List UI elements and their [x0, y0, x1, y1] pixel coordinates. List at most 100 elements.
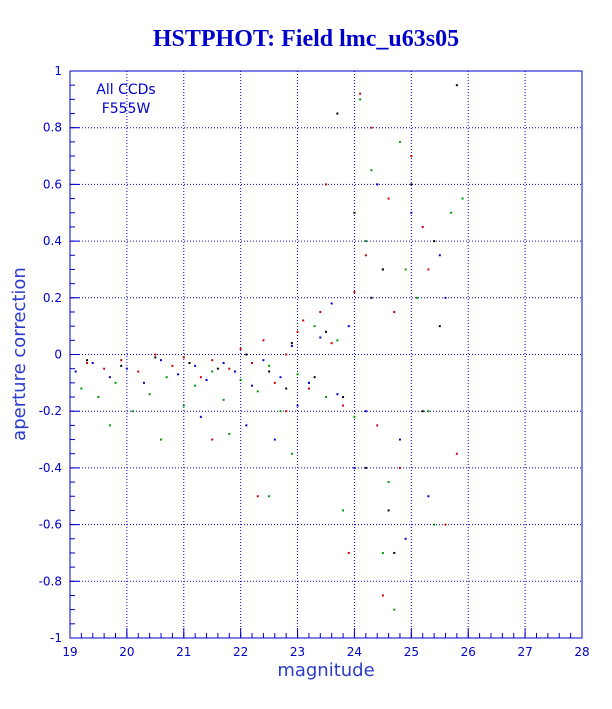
data-point — [313, 325, 316, 328]
data-point — [148, 393, 151, 396]
data-point — [370, 126, 373, 129]
data-point — [307, 381, 310, 384]
data-point — [251, 384, 254, 387]
data-point — [103, 367, 106, 370]
data-point — [222, 398, 225, 401]
x-tick-label: 27 — [517, 645, 532, 659]
data-point — [137, 370, 140, 373]
data-point — [353, 466, 356, 469]
data-point — [86, 362, 89, 365]
data-point — [364, 240, 367, 243]
data-point — [228, 367, 231, 370]
data-point — [359, 98, 362, 101]
data-point — [279, 376, 282, 379]
data-point — [410, 155, 413, 158]
data-point — [319, 310, 322, 313]
data-point — [160, 359, 163, 362]
x-tick-label: 22 — [233, 645, 248, 659]
data-point — [91, 362, 94, 365]
data-point — [273, 438, 276, 441]
data-point — [114, 381, 117, 384]
data-point — [285, 353, 288, 356]
data-point — [273, 381, 276, 384]
data-point — [381, 551, 384, 554]
x-tick-label: 25 — [404, 645, 419, 659]
data-point — [296, 330, 299, 333]
data-point — [359, 92, 362, 95]
data-point — [239, 347, 242, 350]
data-point — [444, 523, 447, 526]
y-tick-label: -0.6 — [39, 518, 62, 532]
data-point — [268, 370, 271, 373]
data-point — [194, 364, 197, 367]
data-point — [342, 509, 345, 512]
x-tick-label: 23 — [290, 645, 305, 659]
data-point — [427, 495, 430, 498]
y-tick-label: 0.4 — [43, 234, 62, 248]
data-point — [205, 379, 208, 382]
data-point — [194, 384, 197, 387]
chart-title: HSTPHOT: Field lmc_u63s05 — [153, 26, 459, 52]
data-point — [438, 325, 441, 328]
data-point — [438, 254, 441, 257]
data-point — [370, 296, 373, 299]
data-point — [154, 353, 157, 356]
data-point — [330, 302, 333, 305]
data-point — [256, 390, 259, 393]
data-point — [199, 415, 202, 418]
data-point — [307, 387, 310, 390]
data-point — [268, 364, 271, 367]
data-point — [421, 410, 424, 413]
data-point — [427, 410, 430, 413]
y-tick-label: 0 — [54, 348, 62, 362]
data-point — [245, 424, 248, 427]
y-axis-label: aperture correction — [9, 267, 30, 441]
data-point — [342, 404, 345, 407]
data-point — [353, 291, 356, 294]
data-point — [302, 319, 305, 322]
data-point — [256, 495, 259, 498]
data-point — [433, 240, 436, 243]
data-point — [370, 169, 373, 172]
data-point — [387, 197, 390, 200]
data-point — [120, 364, 123, 367]
data-point — [131, 410, 134, 413]
data-point — [325, 330, 327, 333]
data-point — [268, 495, 271, 498]
data-point — [171, 364, 174, 367]
y-tick-label: -0.2 — [39, 404, 62, 418]
data-point — [188, 362, 191, 365]
grid — [70, 71, 582, 638]
data-point — [165, 376, 168, 379]
data-point — [393, 310, 396, 313]
y-tick-label: 0.6 — [43, 177, 62, 191]
data-point — [290, 452, 293, 455]
data-point — [347, 325, 350, 328]
data-point — [410, 211, 413, 214]
data-point — [353, 415, 356, 418]
data-point — [364, 410, 367, 413]
x-tick-label: 19 — [62, 645, 77, 659]
data-point — [125, 367, 128, 370]
x-tick-label: 26 — [461, 645, 476, 659]
data-point — [342, 396, 345, 399]
data-point — [211, 359, 214, 362]
data-point — [336, 393, 339, 396]
data-point — [364, 254, 367, 257]
data-point — [233, 370, 236, 373]
data-point — [416, 296, 419, 299]
data-point — [364, 466, 367, 469]
data-point — [398, 140, 401, 143]
annotation-filter: F555W — [102, 101, 151, 117]
data-point — [381, 268, 384, 271]
data-point — [387, 509, 390, 512]
data-point — [296, 404, 299, 407]
data-point — [120, 359, 123, 362]
data-points — [74, 84, 464, 611]
y-tick-labels: -1 -0.8 -0.6 -0.4 -0.2 0 0.2 0.4 0.6 0.8 1 — [39, 64, 62, 645]
data-point — [216, 367, 219, 370]
data-point — [108, 424, 111, 427]
data-point — [239, 379, 242, 382]
data-point — [251, 362, 254, 365]
data-point — [80, 387, 83, 390]
